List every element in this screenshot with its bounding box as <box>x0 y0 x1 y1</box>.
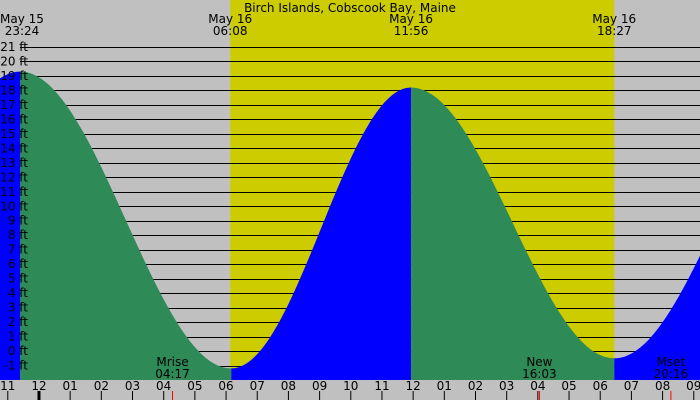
moon-event-label: New <box>526 355 552 369</box>
x-tick-label: 11 <box>0 379 15 393</box>
y-tick-label: 2 ft <box>8 315 28 329</box>
moon-event-time: 04:17 <box>155 367 190 381</box>
moon-event-label: Mrise <box>156 355 188 369</box>
y-tick-label: 20 ft <box>0 54 28 68</box>
x-tick-label: 04 <box>530 379 545 393</box>
top-event-date: May 15 <box>0 12 44 26</box>
x-tick-label: 08 <box>281 379 296 393</box>
top-event-date: May 16 <box>592 12 636 26</box>
x-tick-label: 01 <box>63 379 78 393</box>
y-tick-label: 15 ft <box>0 127 28 141</box>
tide-areas <box>0 71 700 380</box>
y-tick-label: 3 ft <box>8 301 28 315</box>
x-tick-label: 07 <box>624 379 639 393</box>
top-event-date: May 16 <box>208 12 252 26</box>
x-tick-label: 06 <box>593 379 608 393</box>
y-tick-label: -1 ft <box>4 359 29 373</box>
y-tick-label: 11 ft <box>0 185 28 199</box>
y-tick-label: 21 ft <box>0 40 28 54</box>
x-tick-label: 02 <box>468 379 483 393</box>
y-tick-label: 9 ft <box>8 214 28 228</box>
x-tick-label: 04 <box>156 379 171 393</box>
x-tick-label: 09 <box>312 379 327 393</box>
x-tick-label: 03 <box>125 379 140 393</box>
x-tick-label: 01 <box>437 379 452 393</box>
y-tick-label: 8 ft <box>8 228 28 242</box>
y-tick-label: 16 ft <box>0 112 28 126</box>
top-event-time: 18:27 <box>597 24 632 38</box>
y-tick-label: 5 ft <box>8 272 28 286</box>
y-tick-labels: -1 ft0 ft1 ft2 ft3 ft4 ft5 ft6 ft7 ft8 f… <box>0 40 28 373</box>
moon-event-time: 16:03 <box>522 367 557 381</box>
top-event-time: 23:24 <box>5 24 40 38</box>
x-tick-label: 02 <box>94 379 109 393</box>
top-event-time: 11:56 <box>394 24 429 38</box>
x-tick-label: 09 <box>686 379 700 393</box>
x-tick-label: 07 <box>250 379 265 393</box>
y-tick-label: 13 ft <box>0 156 28 170</box>
x-tick-label: 08 <box>655 379 670 393</box>
falling-tide-area <box>411 87 615 380</box>
moon-event-time: 20:16 <box>654 367 689 381</box>
y-tick-label: 12 ft <box>0 170 28 184</box>
y-tick-label: 1 ft <box>8 330 28 344</box>
top-event-time: 06:08 <box>213 24 248 38</box>
x-tick-label: 05 <box>561 379 576 393</box>
x-tick-label: 10 <box>343 379 358 393</box>
y-tick-label: 18 ft <box>0 83 28 97</box>
rising-tide-area <box>614 255 700 380</box>
x-tick-label: 06 <box>218 379 233 393</box>
rising-tide-area <box>231 87 412 380</box>
x-tick-label: 05 <box>187 379 202 393</box>
y-tick-label: 4 ft <box>8 286 28 300</box>
y-tick-label: 0 ft <box>8 344 28 358</box>
y-tick-label: 6 ft <box>8 257 28 271</box>
x-tick-label: 11 <box>374 379 389 393</box>
moon-event-label: Mset <box>657 355 686 369</box>
chart-title: Birch Islands, Cobscook Bay, Maine <box>244 1 456 15</box>
top-event-date: May 16 <box>389 12 433 26</box>
y-tick-label: 14 ft <box>0 141 28 155</box>
x-tick-label: 12 <box>405 379 420 393</box>
falling-tide-area <box>20 71 232 380</box>
x-tick-label: 12 <box>31 379 46 393</box>
y-tick-label: 7 ft <box>8 243 28 257</box>
x-axis: 11 12 01 02 03 04 05 06 07 08 09 10 11 12 01 02 03 04 05 06… <box>0 379 700 400</box>
y-tick-label: 10 ft <box>0 199 28 213</box>
rising-tide-area <box>0 71 21 380</box>
y-tick-label: 19 ft <box>0 69 28 83</box>
x-tick-label: 03 <box>499 379 514 393</box>
y-tick-label: 17 ft <box>0 98 28 112</box>
